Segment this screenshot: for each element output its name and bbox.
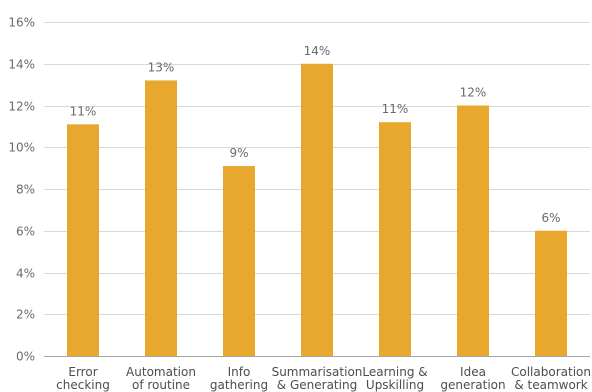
data-label: 11% bbox=[70, 104, 97, 118]
data-label: 13% bbox=[148, 60, 175, 74]
x-tick-label: gathering bbox=[210, 378, 268, 392]
x-tick-label: & Generating bbox=[277, 378, 357, 392]
x-tick-label: Info bbox=[228, 365, 251, 379]
x-tick-label: Collaboration bbox=[511, 365, 591, 379]
x-tick-label: & teamwork bbox=[514, 378, 587, 392]
y-tick-label: 10% bbox=[8, 141, 35, 155]
bar bbox=[223, 166, 255, 356]
data-labels: 11% 13% 9% 14% 11% 12% 6% bbox=[70, 44, 561, 225]
data-label: 9% bbox=[229, 146, 248, 160]
y-tick-label: 2% bbox=[16, 308, 35, 322]
bar bbox=[457, 105, 489, 356]
x-tick-label: generation bbox=[440, 378, 505, 392]
x-tick-label: Learning & bbox=[362, 365, 427, 379]
x-tick-label: Error bbox=[68, 365, 97, 379]
data-label: 12% bbox=[460, 86, 487, 100]
y-tick-label: 6% bbox=[16, 225, 35, 239]
bar bbox=[67, 124, 99, 356]
bar bbox=[535, 230, 567, 356]
bar bbox=[145, 80, 177, 356]
x-tick-label: Summarisation bbox=[272, 365, 363, 379]
x-tick-label: Upskilling bbox=[366, 378, 424, 392]
y-tick-label: 16% bbox=[8, 16, 35, 30]
y-tick-label: 0% bbox=[16, 350, 35, 364]
bar bbox=[301, 63, 333, 356]
y-tick-label: 4% bbox=[16, 267, 35, 281]
x-tick-label: of routine bbox=[132, 378, 190, 392]
x-tick-label: Automation bbox=[126, 365, 196, 379]
y-tick-label: 12% bbox=[8, 100, 35, 114]
data-label: 14% bbox=[304, 44, 331, 58]
data-label: 11% bbox=[382, 102, 409, 116]
bars bbox=[67, 63, 567, 356]
bar bbox=[379, 122, 411, 356]
y-tick-label: 14% bbox=[8, 58, 35, 72]
x-tick-label: checking bbox=[56, 378, 110, 392]
y-tick-label: 8% bbox=[16, 183, 35, 197]
x-tick-label: Idea bbox=[460, 365, 486, 379]
y-axis-ticks: 0% 2% 4% 6% 8% 10% 12% 14% 16% bbox=[8, 16, 35, 364]
data-label: 6% bbox=[541, 211, 560, 225]
